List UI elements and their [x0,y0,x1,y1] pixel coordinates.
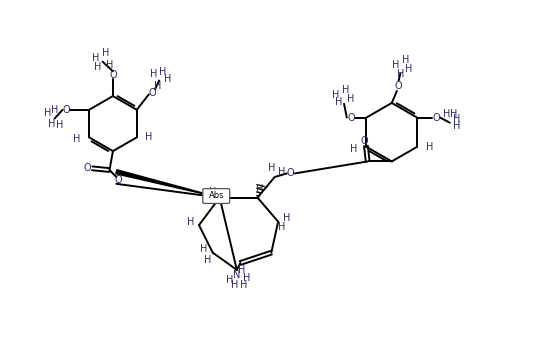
Text: O: O [395,81,402,91]
Polygon shape [116,170,219,197]
Text: H: H [351,144,358,153]
Text: H: H [209,187,216,197]
Text: O: O [287,169,294,178]
Text: O: O [149,87,156,98]
Text: H: H [106,60,113,70]
Text: O: O [114,175,122,185]
Text: Abs: Abs [209,191,224,200]
Text: H: H [397,69,404,79]
Text: H: H [51,105,58,115]
Text: H: H [56,120,63,130]
Text: H: H [335,97,342,107]
Text: H: H [240,280,247,290]
Text: H: H [268,163,275,174]
Text: H: H [449,109,457,119]
Text: H: H [239,265,246,275]
Text: H: H [453,114,460,124]
Text: H: H [73,134,80,144]
Text: H: H [443,109,450,119]
Text: H: H [278,222,286,232]
Text: H: H [232,280,239,290]
Text: O: O [109,70,117,80]
Text: O: O [432,112,440,122]
Text: H: H [278,167,286,177]
Text: H: H [402,55,409,65]
Text: H: H [453,121,460,131]
Text: H: H [226,275,234,285]
Text: H: H [391,60,399,70]
Text: H: H [426,142,433,152]
Text: H: H [332,90,339,100]
Text: O: O [360,136,368,146]
Text: H: H [44,108,51,118]
Text: H: H [94,62,101,72]
Text: O: O [84,163,91,174]
Text: H: H [48,119,55,129]
Text: H: H [244,273,251,283]
Text: H: H [256,184,263,194]
Text: H: H [159,67,167,77]
Text: H: H [150,69,158,79]
Text: N: N [233,270,241,280]
Text: H: H [164,74,171,84]
Text: O: O [62,105,70,115]
Text: H: H [154,81,161,91]
Text: H: H [200,244,208,254]
Text: H: H [347,94,354,104]
Text: H: H [187,217,194,227]
Text: H: H [145,132,153,142]
Text: H: H [283,213,290,223]
Text: H: H [204,255,211,264]
Text: H: H [92,53,99,63]
FancyBboxPatch shape [203,189,230,203]
Text: H: H [342,85,349,95]
Text: O: O [347,112,355,122]
Text: H: H [405,64,413,74]
Text: H: H [102,48,110,58]
